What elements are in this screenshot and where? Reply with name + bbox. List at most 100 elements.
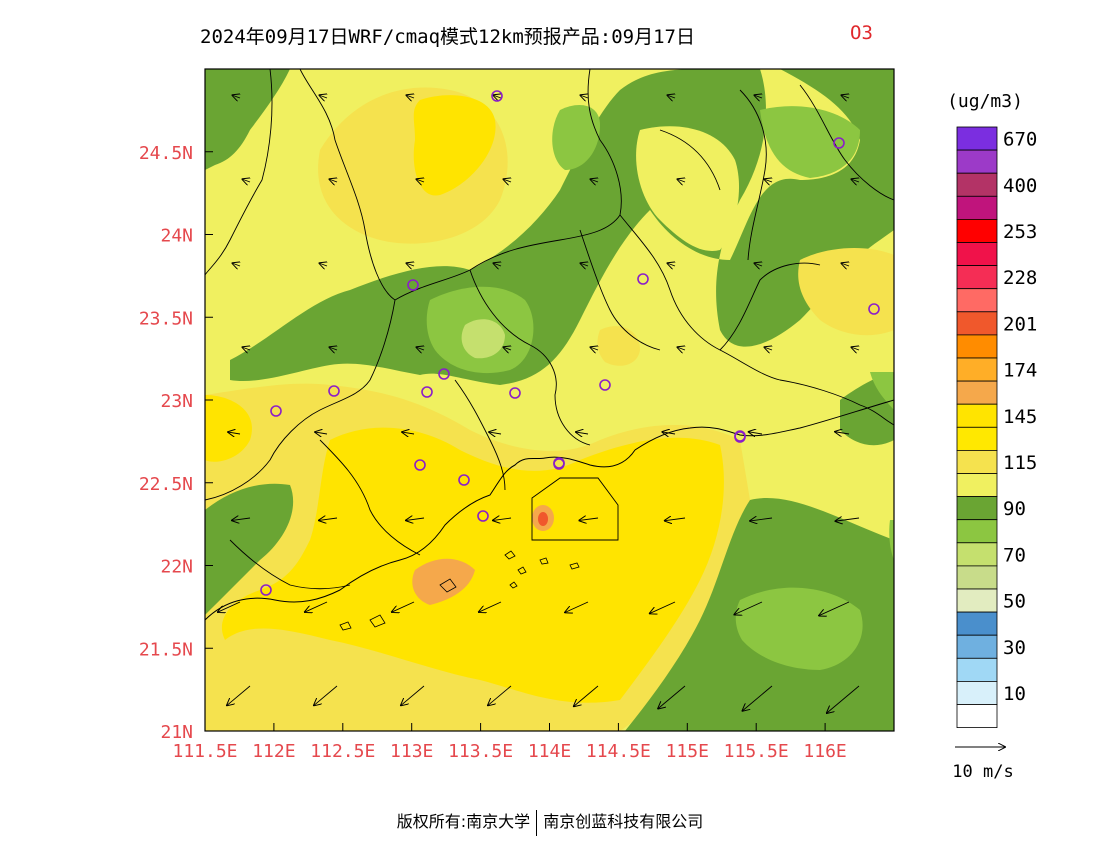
legend-swatch	[956, 588, 998, 613]
boundary-line	[739, 89, 767, 261]
wind-arrow	[315, 432, 328, 434]
wind-arrow	[750, 518, 773, 521]
legend-swatch	[956, 634, 998, 659]
wind-arrow	[743, 685, 773, 711]
wind-arrow	[749, 432, 763, 434]
wind-arrow	[493, 95, 501, 98]
legend-swatch	[956, 126, 998, 151]
legend-swatch	[956, 657, 998, 682]
station-marker	[270, 405, 282, 417]
wind-arrow	[406, 263, 414, 266]
wind-arrow	[232, 95, 240, 98]
footer: 版权所有:南京大学 南京创蓝科技有限公司	[0, 808, 1100, 836]
boundary-line	[659, 129, 721, 191]
coastline	[205, 399, 894, 621]
lat-label: 24.5N	[139, 143, 193, 164]
wind-arrow	[392, 601, 415, 612]
field-region-green-mid-north	[552, 105, 600, 170]
wind-arrow	[232, 518, 251, 520]
lat-label: 21.5N	[139, 639, 193, 660]
monitoring-stations	[260, 90, 880, 596]
wind-arrow	[319, 518, 338, 520]
wind-arrow	[576, 432, 589, 434]
title-row: 2024年09月17日WRF/cmaq模式12km预报产品:09月17日 O3	[0, 22, 1100, 52]
island	[504, 550, 516, 560]
wind-arrow	[667, 95, 675, 98]
legend-swatch	[956, 542, 998, 567]
wind-arrow	[416, 179, 424, 182]
field-spot-orange	[538, 512, 548, 526]
wind-arrow	[677, 179, 685, 182]
copyright-text: 版权所有:南京大学	[396, 812, 531, 831]
boundary-line	[205, 299, 396, 501]
station-marker	[438, 368, 450, 380]
wind-arrow	[565, 601, 589, 612]
field-region-orange-light	[412, 558, 475, 605]
wind-arrow	[590, 347, 598, 350]
legend-label: 201	[1003, 313, 1037, 335]
legend-swatch	[956, 195, 998, 220]
boundary-line	[319, 439, 421, 556]
legend-label: 400	[1003, 175, 1037, 197]
wind-arrow	[764, 347, 772, 350]
boundary-line	[719, 262, 821, 351]
axis-ticks	[204, 151, 826, 732]
wind-arrow	[580, 263, 588, 266]
legend-label: 670	[1003, 129, 1037, 151]
field-region-green-east-inner	[870, 372, 894, 410]
wind-arrow	[319, 95, 327, 98]
legend-swatch	[956, 704, 998, 729]
wind-arrow	[677, 347, 685, 350]
field-region-green-mid-se	[735, 587, 863, 670]
field-region-green-sliver	[889, 520, 894, 560]
wind-arrow	[835, 432, 850, 434]
wind-arrow	[488, 685, 512, 705]
legend-label: 90	[1003, 498, 1026, 520]
lon-label: 114E	[528, 741, 571, 762]
island	[509, 581, 518, 589]
island	[439, 578, 457, 593]
wind-arrow	[754, 95, 762, 98]
wind-arrow	[402, 432, 415, 434]
lat-label: 22.5N	[139, 474, 193, 495]
island	[369, 614, 386, 628]
wind-arrow	[665, 518, 686, 521]
footer-separator	[536, 809, 538, 836]
station-marker	[477, 510, 489, 522]
wind-arrow	[218, 601, 241, 612]
legend-unit: (ug/m3)	[947, 91, 1023, 112]
island	[569, 562, 580, 570]
legend-swatch	[956, 403, 998, 428]
station-marker	[637, 273, 649, 285]
station-marker	[260, 584, 272, 596]
lon-label: 112E	[252, 741, 295, 762]
company-text: 南京创蓝科技有限公司	[543, 812, 704, 831]
lon-label: 116E	[803, 741, 846, 762]
wind-arrow	[242, 179, 250, 182]
lon-label: 115E	[666, 741, 709, 762]
wind-arrow	[319, 263, 327, 266]
legend-label: 174	[1003, 360, 1037, 382]
island	[517, 566, 527, 575]
legend-swatch	[956, 496, 998, 521]
boundary-line	[799, 84, 894, 201]
field-region-yellow-mid-east	[798, 248, 894, 336]
legend-label: 253	[1003, 221, 1037, 243]
field-region-green-west	[205, 483, 294, 615]
legend-swatch	[956, 218, 998, 243]
wind-arrow	[841, 95, 849, 98]
station-marker	[868, 303, 880, 315]
lon-label: 113.5E	[448, 741, 513, 762]
legend-swatch	[956, 380, 998, 405]
lon-label: 111.5E	[172, 741, 237, 762]
wind-arrow	[305, 601, 328, 612]
wind-arrow	[579, 518, 599, 520]
legend-label: 50	[1003, 591, 1026, 613]
legend-label: 70	[1003, 544, 1026, 566]
station-marker	[414, 459, 426, 471]
station-marker	[553, 458, 565, 470]
legend-swatch	[956, 149, 998, 174]
boundary-line	[299, 69, 471, 301]
